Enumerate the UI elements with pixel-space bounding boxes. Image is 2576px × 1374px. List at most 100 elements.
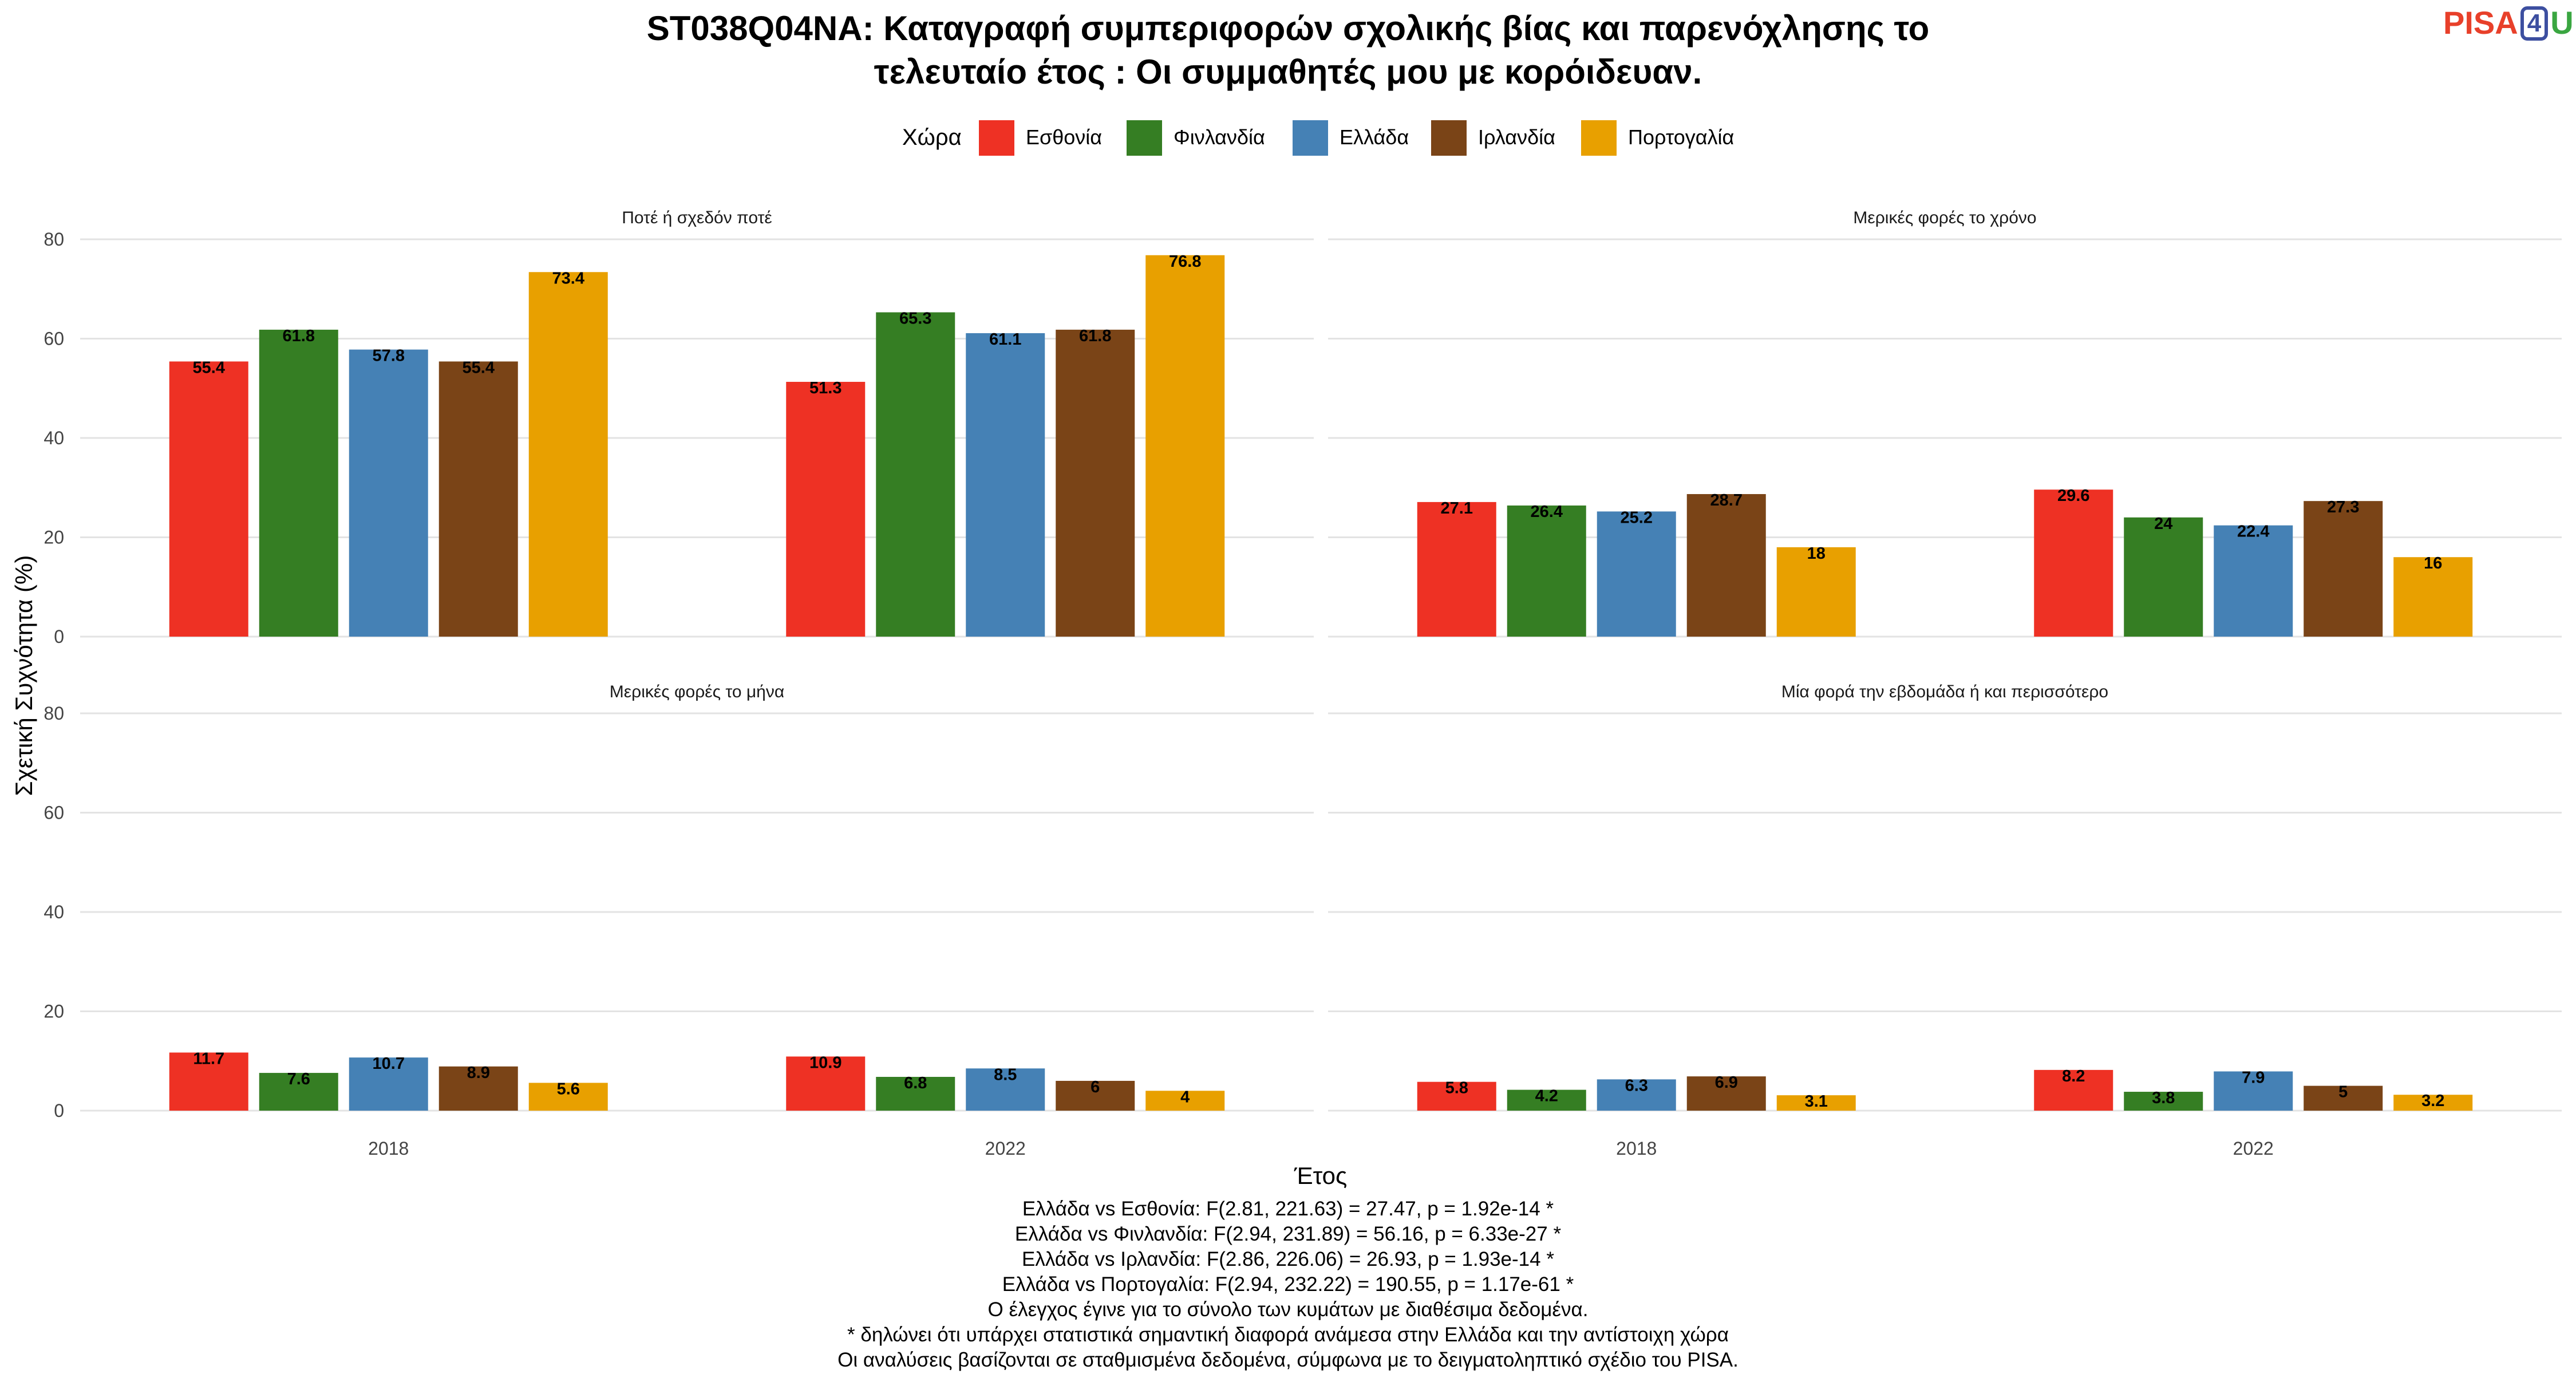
bar-2022-2 (2214, 525, 2293, 637)
logo-four-box: 4 (2520, 6, 2549, 41)
bar-2018-0 (169, 1052, 248, 1111)
note-line: Ελλάδα vs Εσθονία: F(2.81, 221.63) = 27.… (1022, 1198, 1554, 1220)
bar-2022-0 (786, 381, 866, 637)
bar-2018-0 (169, 361, 248, 637)
bar-value-label: 61.8 (1079, 327, 1111, 345)
y-tick-label: 0 (54, 1100, 64, 1121)
bar-value-label: 3.2 (2421, 1092, 2444, 1110)
bar-2022-2 (2214, 1071, 2293, 1111)
bar-2018-3 (438, 1066, 518, 1111)
bar-2022-4 (1145, 1091, 1225, 1111)
y-tick-label: 80 (44, 229, 64, 250)
y-tick-label: 0 (54, 626, 64, 647)
bar-value-label: 28.7 (1710, 491, 1743, 510)
bar-value-label: 51.3 (809, 379, 841, 397)
title-line-1: ST038Q04NA: Καταγραφή συμπεριφορών σχολι… (646, 9, 1930, 48)
legend-label-finland: Φινλανδία (1174, 125, 1265, 149)
bar-value-label: 8.2 (2062, 1067, 2085, 1085)
bar-value-label: 73.4 (552, 269, 584, 287)
bar-2018-0 (1417, 502, 1496, 637)
legend-label-portugal: Πορτογαλία (1628, 125, 1735, 149)
bar-2022-3 (1056, 1080, 1135, 1111)
bar-2022-4 (2393, 557, 2473, 637)
bar-2022-1 (2124, 517, 2203, 637)
bar-value-label: 3.8 (2152, 1089, 2175, 1107)
bar-2022-0 (786, 1056, 866, 1111)
x-tick-label: 2018 (368, 1138, 409, 1159)
bar-2022-1 (876, 312, 955, 637)
pisa4u-logo: PISA 4 U (2443, 5, 2574, 41)
bar-2018-4 (528, 1083, 608, 1111)
legend-swatch-greece (1293, 120, 1328, 156)
bar-value-label: 26.4 (1531, 503, 1563, 521)
bar-value-label: 61.1 (989, 330, 1021, 349)
legend-swatch-ireland (1431, 120, 1467, 156)
bar-value-label: 6.3 (1625, 1076, 1648, 1095)
bar-value-label: 57.8 (373, 347, 405, 365)
y-tick-label: 80 (44, 703, 64, 724)
bar-2018-1 (1507, 505, 1586, 637)
legend-swatch-finland (1127, 120, 1162, 156)
chart-title: ST038Q04NA: Καταγραφή συμπεριφορών σχολι… (0, 7, 2576, 94)
logo-pisa-text: PISA (2443, 5, 2518, 41)
note-line: Ελλάδα vs Πορτογαλία: F(2.94, 232.22) = … (1002, 1273, 1574, 1296)
logo-u-text: U (2550, 5, 2574, 41)
bar-2022-2 (966, 333, 1045, 637)
x-axis-title: Έτος (1294, 1162, 1348, 1189)
x-tick-label: 2018 (1616, 1138, 1657, 1159)
bar-2022-4 (1145, 255, 1225, 637)
faceted-bar-chart: Ποτέ ή σχεδόν ποτέ02040608055.461.857.85… (10, 208, 2562, 1189)
bar-value-label: 5 (2338, 1083, 2348, 1101)
legend-label-estonia: Εσθονία (1026, 125, 1103, 149)
bar-value-label: 5.8 (1445, 1079, 1468, 1097)
bar-2022-1 (2124, 1092, 2203, 1111)
bar-2018-4 (528, 272, 608, 637)
bar-value-label: 27.3 (2327, 498, 2359, 516)
bar-2018-2 (349, 1057, 428, 1111)
panel-title: Ποτέ ή σχεδόν ποτέ (622, 208, 772, 227)
bar-2018-4 (1776, 547, 1856, 637)
statistical-notes: Ελλάδα vs Εσθονία: F(2.81, 221.63) = 27.… (0, 1197, 2576, 1373)
bar-2018-0 (1417, 1081, 1496, 1111)
bar-value-label: 76.8 (1169, 252, 1201, 271)
title-line-2: τελευταίο έτος : Οι συμμαθητές μου με κο… (874, 53, 1702, 91)
bar-2018-4 (1776, 1095, 1856, 1111)
bar-value-label: 10.9 (809, 1053, 841, 1072)
bar-2022-4 (2393, 1095, 2473, 1111)
y-axis-title: Σχετική Συχνότητα (%) (10, 555, 37, 796)
bar-2018-3 (438, 361, 518, 637)
bar-value-label: 65.3 (899, 310, 931, 328)
panel-title: Μερικές φορές το χρόνο (1853, 208, 2036, 227)
y-tick-label: 20 (44, 527, 64, 548)
bar-2018-3 (1686, 1076, 1766, 1111)
bar-value-label: 55.4 (193, 358, 225, 377)
bar-2022-2 (966, 1068, 1045, 1111)
bar-value-label: 6.9 (1715, 1073, 1738, 1092)
bar-value-label: 61.8 (283, 327, 315, 345)
bar-value-label: 4 (1180, 1088, 1190, 1106)
bar-value-label: 6.8 (904, 1074, 927, 1092)
note-line: Ο έλεγχος έγινε για το σύνολο των κυμάτω… (987, 1298, 1589, 1321)
bar-value-label: 8.5 (994, 1065, 1017, 1084)
bar-value-label: 29.6 (2057, 487, 2089, 505)
bar-2018-1 (1507, 1089, 1586, 1111)
bar-value-label: 8.9 (467, 1064, 490, 1082)
legend-label-greece: Ελλάδα (1340, 125, 1409, 149)
legend-title: Χώρα (902, 125, 962, 150)
note-line: Ελλάδα vs Φινλανδία: F(2.94, 231.89) = 5… (1014, 1223, 1562, 1245)
legend-swatch-portugal (1581, 120, 1617, 156)
bar-2018-2 (1597, 511, 1676, 637)
legend-label-ireland: Ιρλανδία (1478, 125, 1555, 149)
legend-swatch-estonia (979, 120, 1014, 156)
x-tick-label: 2022 (2233, 1138, 2274, 1159)
bar-2018-1 (259, 1073, 338, 1111)
bar-value-label: 27.1 (1441, 499, 1473, 518)
note-line: * δηλώνει ότι υπάρχει στατιστικά σημαντι… (847, 1324, 1729, 1346)
y-tick-label: 60 (44, 803, 64, 823)
bar-2022-0 (2034, 489, 2113, 637)
bar-value-label: 4.2 (1535, 1087, 1558, 1105)
y-tick-label: 40 (44, 902, 64, 922)
y-tick-label: 20 (44, 1001, 64, 1022)
bar-2018-2 (1597, 1079, 1676, 1111)
note-line: Ελλάδα vs Ιρλανδία: F(2.86, 226.06) = 26… (1022, 1248, 1554, 1270)
